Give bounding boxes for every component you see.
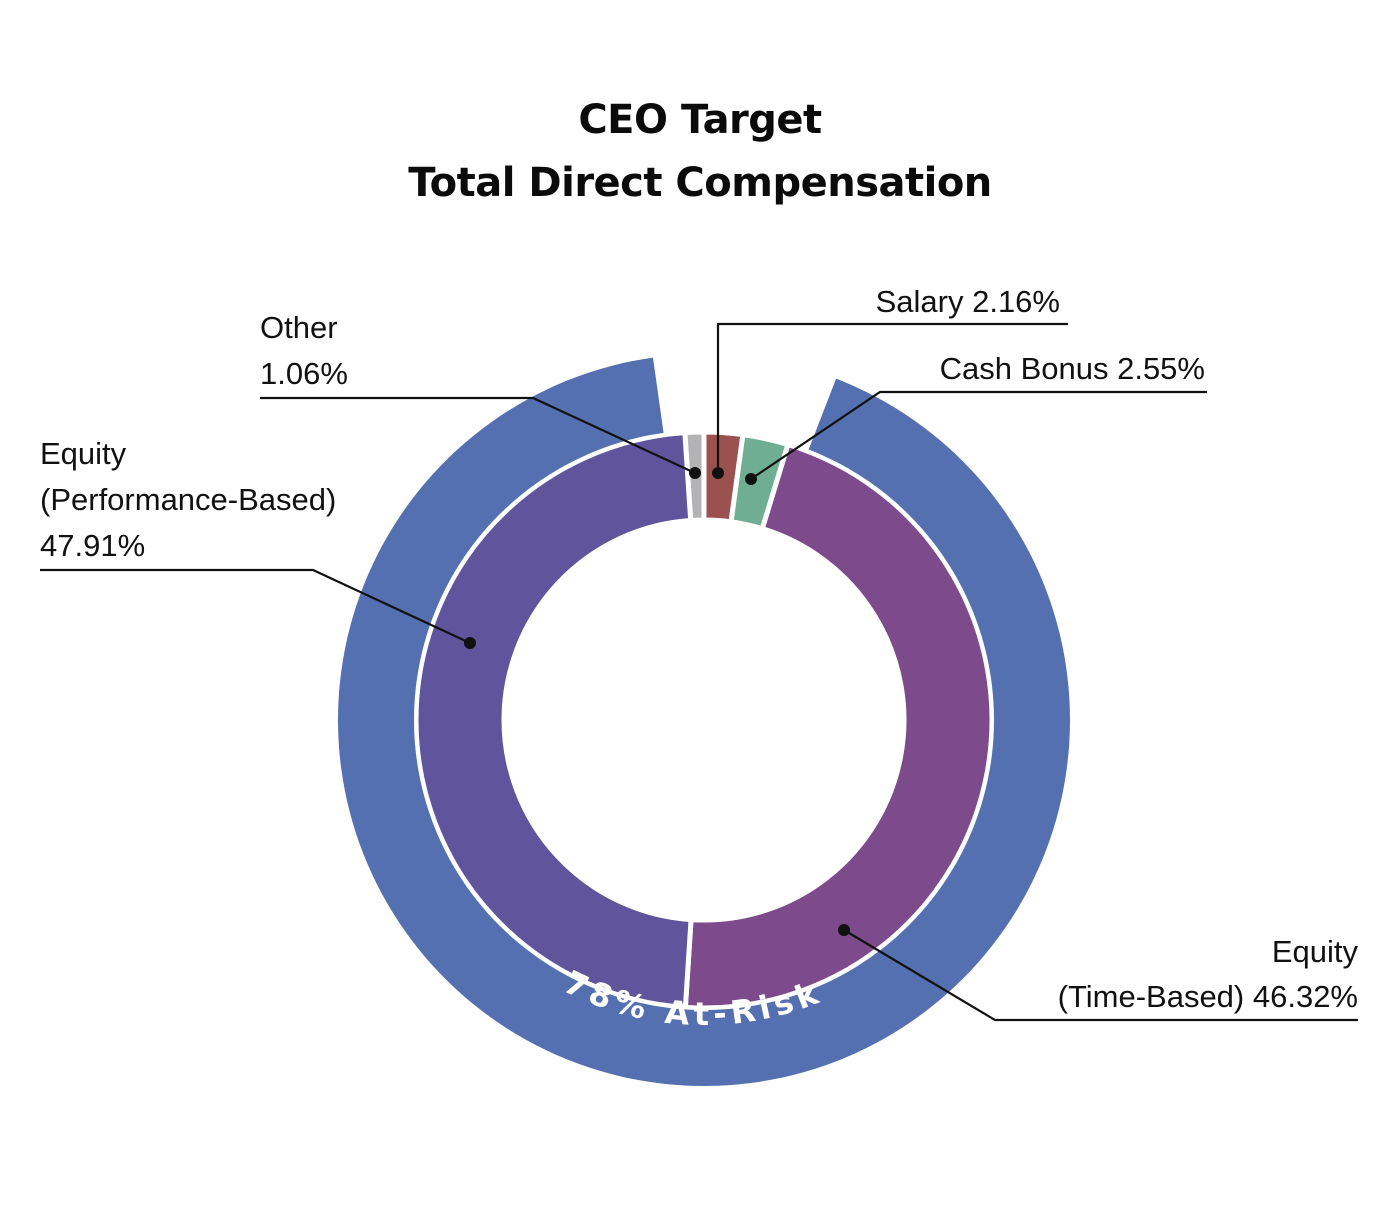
data-label-equity-performance-based-2: (Performance-Based) <box>40 482 336 517</box>
slice-equity-time-based <box>682 441 995 1011</box>
data-label-salary-1: Salary 2.16% <box>876 284 1060 319</box>
leader-line-equity-performance-based <box>40 568 471 644</box>
leader-dot-equity-performance-based <box>464 637 476 649</box>
data-label-cash-bonus-1: Cash Bonus 2.55% <box>940 351 1205 386</box>
data-label-equity-performance-based-3: 47.91% <box>40 528 145 563</box>
chart-title-line-2: Total Direct Compensation <box>408 160 992 206</box>
data-label-equity-time-based-1: Equity <box>1272 934 1359 969</box>
data-label-equity-time-based-2: (Time-Based) 46.32% <box>1058 979 1358 1014</box>
data-label-equity-performance-based-1: Equity <box>40 436 127 471</box>
chart-title-line-1: CEO Target <box>578 97 822 143</box>
data-label-other-1: Other <box>260 310 338 345</box>
slice-equity-performance-based <box>413 429 694 1011</box>
data-label-other-2: 1.06% <box>260 356 348 391</box>
leader-dot-cash-bonus <box>745 473 757 485</box>
leader-line-other <box>260 396 696 474</box>
leader-line-equity-time-based <box>843 929 1358 1022</box>
leader-line-cash-bonus <box>750 390 1207 480</box>
leader-dot-other <box>689 467 701 479</box>
leader-dot-salary <box>712 467 724 479</box>
leader-line-salary <box>716 322 1068 473</box>
leader-dot-equity-time-based <box>838 924 850 936</box>
